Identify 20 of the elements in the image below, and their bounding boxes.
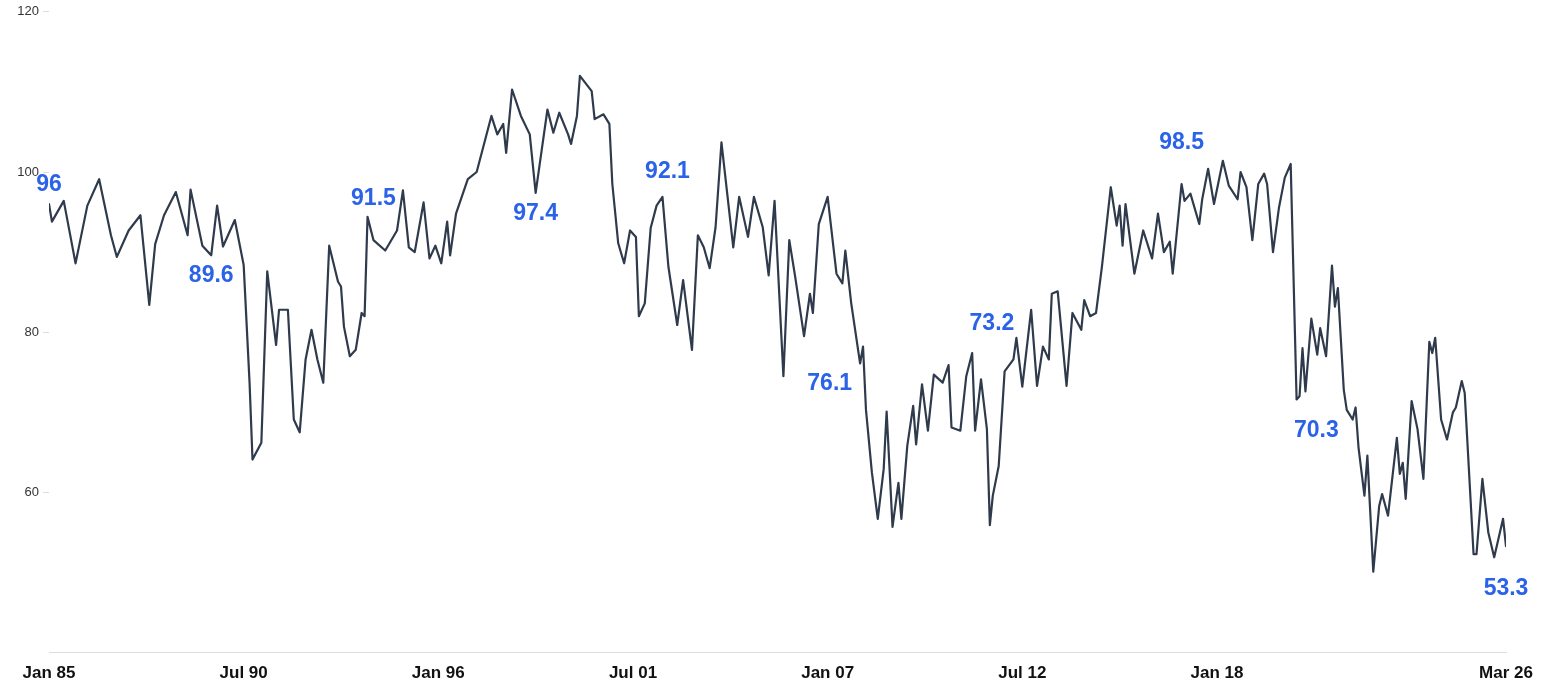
x-tick-label: Jan 18 <box>1190 663 1244 683</box>
y-tick-label: 120 <box>17 3 39 19</box>
x-tick-label: Mar 26 <box>1479 663 1533 683</box>
y-tick-label: 80 <box>24 323 39 339</box>
x-tick-label: Jan 85 <box>22 663 76 683</box>
x-tick-label: Jul 01 <box>608 663 658 683</box>
annotation: 98.5 <box>1159 127 1205 154</box>
x-tick-label: Jan 96 <box>411 663 465 683</box>
annotation: 89.6 <box>188 261 234 288</box>
annotation: 73.2 <box>969 308 1015 335</box>
annotation: 91.5 <box>351 183 397 210</box>
annotation: 53.3 <box>1483 573 1529 600</box>
x-tick-label: Jul 90 <box>219 663 268 683</box>
annotation: 97.4 <box>513 198 559 225</box>
y-tick-label: 60 <box>24 483 39 499</box>
annotation: 70.3 <box>1293 415 1339 442</box>
x-tick-label: Jul 12 <box>998 663 1047 683</box>
x-tick-label: Jan 07 <box>801 663 855 683</box>
annotation: 76.1 <box>807 369 853 396</box>
annotation: 92.1 <box>645 157 691 184</box>
